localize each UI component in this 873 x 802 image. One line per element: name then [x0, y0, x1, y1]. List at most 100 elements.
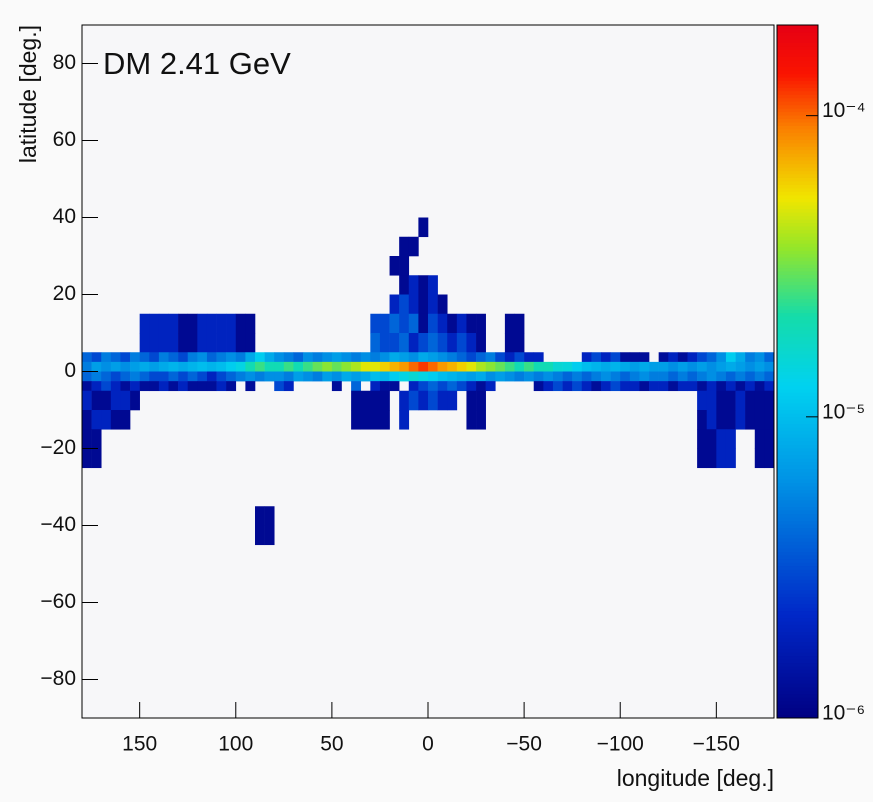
colorbar-band: [777, 371, 818, 376]
heatmap-cell: [255, 361, 265, 372]
heatmap-cell: [341, 361, 352, 372]
colorbar-band: [777, 569, 818, 573]
colorbar-band: [777, 267, 818, 272]
heatmap-cell: [187, 361, 198, 372]
heatmap-cell: [706, 390, 717, 411]
heatmap-cell: [428, 333, 438, 353]
heatmap-cell: [418, 333, 429, 353]
heatmap-cell: [428, 371, 438, 382]
heatmap-cell: [168, 381, 179, 392]
heatmap-cell: [168, 361, 179, 372]
heatmap-cell: [754, 361, 765, 372]
heatmap-cell: [754, 429, 765, 449]
heatmap-cell: [716, 429, 727, 449]
colorbar-band: [777, 582, 818, 587]
heatmap-cell: [447, 361, 458, 372]
colorbar-band: [777, 523, 818, 528]
heatmap-cell: [110, 371, 121, 382]
colorbar-band: [777, 347, 818, 352]
heatmap-cell: [178, 381, 189, 392]
heatmap-cell: [716, 352, 727, 363]
heatmap-cell: [466, 361, 477, 372]
heatmap-cell: [716, 410, 727, 430]
heatmap-cell: [697, 381, 708, 392]
colorbar-band: [777, 409, 818, 414]
heatmap-cell: [274, 361, 285, 372]
heatmap-cell: [437, 371, 448, 382]
heatmap-cell: [687, 381, 698, 392]
heatmap-cell: [91, 429, 102, 449]
heatmap-cell: [351, 361, 362, 372]
colorbar-band: [777, 374, 818, 379]
colorbar-band: [777, 205, 818, 210]
heatmap-cell: [533, 381, 544, 392]
heatmap-cell: [428, 381, 438, 392]
heatmap-cell: [437, 333, 448, 353]
heatmap-cell: [514, 352, 525, 363]
heatmap-cell: [466, 390, 477, 411]
colorbar-band: [777, 645, 818, 650]
heatmap-cell: [735, 361, 746, 372]
heatmap-cell: [562, 361, 573, 372]
colorbar-band: [777, 156, 818, 161]
colorbar-band: [777, 201, 818, 206]
heatmap-cell: [206, 371, 217, 382]
heatmap-cell: [591, 352, 602, 363]
colorbar-band: [777, 565, 818, 570]
colorbar-band: [777, 534, 818, 539]
colorbar-band: [777, 711, 818, 716]
colorbar-band: [777, 170, 818, 175]
heatmap-cell: [360, 410, 371, 430]
heatmap-cell: [735, 371, 746, 382]
heatmap-cell: [456, 313, 467, 334]
colorbar-band: [777, 63, 818, 68]
heatmap-cell: [447, 390, 458, 411]
colorbar-band: [777, 97, 818, 102]
y-tick-label: −20: [40, 436, 76, 459]
heatmap-cell: [572, 361, 583, 372]
heatmap-cell: [245, 371, 256, 382]
colorbar-band: [777, 316, 818, 321]
heatmap-cell: [178, 371, 189, 382]
heatmap-cell: [264, 361, 275, 372]
colorbar-band: [777, 277, 818, 282]
heatmap-cell: [370, 333, 381, 353]
heatmap-cell: [456, 352, 467, 363]
heatmap-cell: [264, 352, 275, 363]
heatmap-cell: [370, 410, 381, 430]
heatmap-cell: [428, 294, 438, 315]
heatmap-cell: [82, 361, 92, 372]
heatmap-cell: [504, 333, 515, 353]
heatmap-cell: [120, 361, 131, 372]
colorbar-band: [777, 620, 818, 625]
heatmap-cell: [706, 371, 717, 382]
heatmap-cell: [379, 371, 390, 382]
heatmap-cell: [303, 371, 313, 382]
heatmap-cell: [437, 352, 448, 363]
heatmap-cell: [360, 371, 371, 382]
colorbar-band: [777, 478, 818, 483]
colorbar-band: [777, 291, 818, 296]
colorbar-band: [777, 35, 818, 40]
heatmap-cell: [360, 390, 371, 411]
colorbar-band: [777, 541, 818, 546]
heatmap-cell: [293, 361, 304, 372]
colorbar-band: [777, 465, 818, 470]
colorbar-band: [777, 461, 818, 466]
heatmap-cell: [466, 410, 477, 430]
heatmap-cell: [677, 361, 688, 372]
heatmap-cell: [139, 371, 150, 382]
x-axis-label: longitude [deg.]: [617, 765, 774, 791]
colorbar-band: [777, 312, 818, 317]
colorbar-band: [777, 125, 818, 130]
heatmap-cell: [351, 352, 362, 363]
colorbar-tick-label: 10⁻⁵: [822, 400, 865, 423]
heatmap-cell: [533, 371, 544, 382]
colorbar-band: [777, 343, 818, 348]
heatmap-cell: [735, 410, 746, 430]
y-tick-label: −60: [40, 590, 76, 613]
heatmap-cell: [379, 410, 390, 430]
heatmap-cell: [745, 390, 756, 411]
heatmap-cell: [226, 313, 237, 334]
colorbar-band: [777, 322, 818, 327]
